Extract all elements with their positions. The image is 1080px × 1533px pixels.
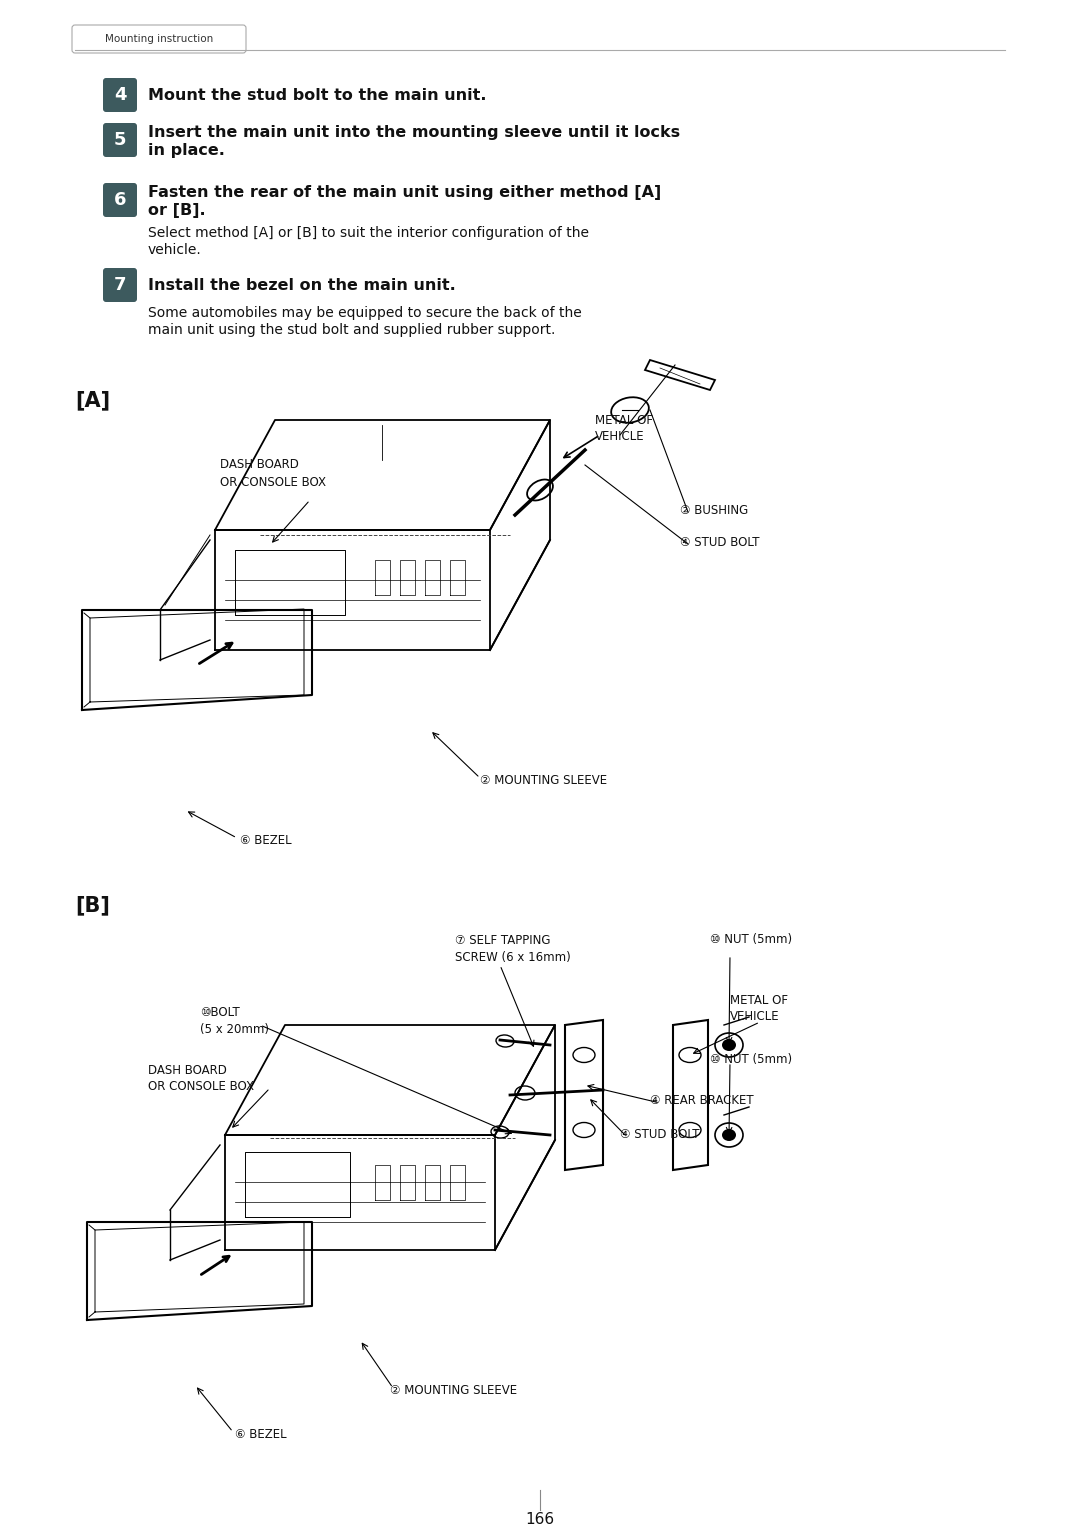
Text: Select method [A] or [B] to suit the interior configuration of the: Select method [A] or [B] to suit the int… (148, 225, 589, 241)
Text: ⑥ BEZEL: ⑥ BEZEL (235, 1429, 286, 1441)
Ellipse shape (723, 1128, 735, 1141)
Text: in place.: in place. (148, 144, 225, 158)
Text: ② BUSHING: ② BUSHING (680, 503, 748, 517)
FancyBboxPatch shape (103, 268, 137, 302)
Text: ④ REAR BRACKET: ④ REAR BRACKET (650, 1093, 754, 1107)
Text: Mount the stud bolt to the main unit.: Mount the stud bolt to the main unit. (148, 87, 486, 103)
Text: Install the bezel on the main unit.: Install the bezel on the main unit. (148, 277, 456, 293)
Ellipse shape (723, 1039, 735, 1052)
Text: vehicle.: vehicle. (148, 244, 202, 258)
Text: main unit using the stud bolt and supplied rubber support.: main unit using the stud bolt and suppli… (148, 323, 555, 337)
Text: METAL OF: METAL OF (595, 414, 653, 426)
Text: 4: 4 (113, 86, 126, 104)
Text: ② MOUNTING SLEEVE: ② MOUNTING SLEEVE (480, 774, 607, 786)
Text: SCREW (6 x 16mm): SCREW (6 x 16mm) (455, 950, 570, 964)
Text: [A]: [A] (75, 389, 110, 409)
Text: [B]: [B] (75, 895, 110, 915)
Text: ⑩BOLT: ⑩BOLT (200, 1006, 240, 1018)
Text: (5 x 20mm): (5 x 20mm) (200, 1023, 269, 1035)
Text: 6: 6 (113, 192, 126, 208)
Text: OR CONSOLE BOX: OR CONSOLE BOX (148, 1081, 254, 1093)
Text: ④ STUD BOLT: ④ STUD BOLT (680, 535, 759, 549)
Text: DASH BOARD: DASH BOARD (220, 458, 299, 472)
Text: DASH BOARD: DASH BOARD (148, 1064, 227, 1076)
FancyBboxPatch shape (103, 182, 137, 218)
Text: ② MOUNTING SLEEVE: ② MOUNTING SLEEVE (390, 1383, 517, 1397)
FancyBboxPatch shape (103, 78, 137, 112)
Text: or [B].: or [B]. (148, 204, 205, 219)
Text: Fasten the rear of the main unit using either method [A]: Fasten the rear of the main unit using e… (148, 185, 661, 201)
Text: OR CONSOLE BOX: OR CONSOLE BOX (220, 475, 326, 489)
FancyBboxPatch shape (72, 25, 246, 54)
Text: VEHICLE: VEHICLE (730, 1010, 780, 1024)
Text: 7: 7 (113, 276, 126, 294)
Text: ⑩ NUT (5mm): ⑩ NUT (5mm) (710, 1053, 792, 1067)
Text: ⑦ SELF TAPPING: ⑦ SELF TAPPING (455, 934, 551, 946)
Text: 5: 5 (113, 130, 126, 149)
Text: ④ STUD BOLT: ④ STUD BOLT (620, 1128, 700, 1142)
Text: 166: 166 (526, 1513, 554, 1527)
Text: Some automobiles may be equipped to secure the back of the: Some automobiles may be equipped to secu… (148, 307, 582, 320)
Text: METAL OF: METAL OF (730, 993, 788, 1007)
Text: Insert the main unit into the mounting sleeve until it locks: Insert the main unit into the mounting s… (148, 126, 680, 141)
Text: ⑥ BEZEL: ⑥ BEZEL (240, 834, 292, 846)
Text: VEHICLE: VEHICLE (595, 431, 645, 443)
FancyBboxPatch shape (103, 123, 137, 156)
Text: Mounting instruction: Mounting instruction (105, 34, 213, 44)
Text: ⑩ NUT (5mm): ⑩ NUT (5mm) (710, 934, 792, 946)
